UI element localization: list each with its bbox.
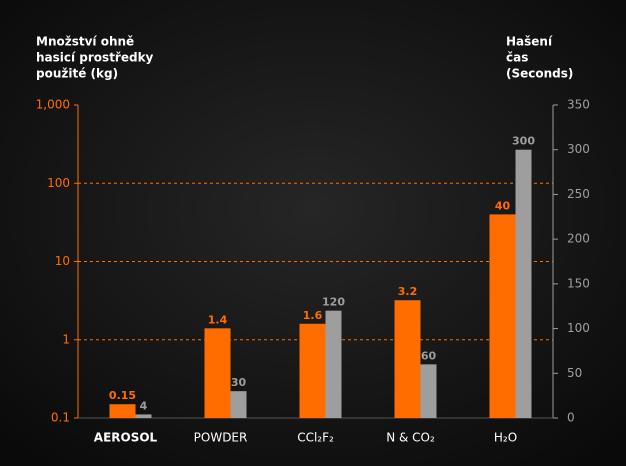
value-label: 60 <box>421 349 437 362</box>
bar <box>420 364 437 418</box>
bar <box>135 414 152 418</box>
x-tick-label: H₂O <box>494 431 517 445</box>
y2-tick-label: 50 <box>567 366 582 380</box>
bar <box>394 300 421 418</box>
y-axis-title: použité (kg) <box>36 67 118 81</box>
y2-tick-label: 200 <box>567 232 590 246</box>
y2-axis-title: čas <box>506 51 528 65</box>
y2-tick-label: 0 <box>567 411 575 425</box>
x-tick-label: CCl₂F₂ <box>297 431 334 445</box>
bar <box>515 149 532 418</box>
y2-tick-label: 100 <box>567 321 590 335</box>
y2-tick-label: 150 <box>567 276 590 290</box>
bar <box>299 323 326 418</box>
y2-tick-label: 350 <box>567 98 590 112</box>
value-label: 1.6 <box>303 309 323 322</box>
y-tick-label: 100 <box>47 176 70 190</box>
value-label: 40 <box>495 199 511 212</box>
bar <box>325 310 342 418</box>
value-label: 30 <box>231 376 247 389</box>
value-label: 300 <box>512 135 535 148</box>
value-label: 3.2 <box>398 285 418 298</box>
y-tick-label: 1,000 <box>36 98 70 112</box>
x-tick-label: POWDER <box>194 431 248 445</box>
y2-axis-title: Hašení <box>506 35 553 49</box>
y-axis-title: hasicí prostředky <box>36 51 154 65</box>
y-axis-title: Množství ohně <box>36 35 134 49</box>
value-label: 0.15 <box>109 389 136 402</box>
x-tick-label: N & CO₂ <box>386 431 435 445</box>
y2-tick-label: 300 <box>567 142 590 156</box>
y-tick-label: 0.1 <box>51 411 70 425</box>
value-label: 120 <box>322 296 345 309</box>
x-tick-label: AEROSOL <box>94 431 158 445</box>
bar <box>109 404 136 418</box>
value-label: 4 <box>140 399 148 412</box>
bar <box>230 391 247 418</box>
y2-axis-title: (Seconds) <box>506 67 573 81</box>
y2-tick-label: 250 <box>567 187 590 201</box>
y-tick-label: 1 <box>62 332 70 346</box>
value-label: 1.4 <box>208 313 228 326</box>
bar <box>204 328 231 418</box>
y-tick-label: 10 <box>55 254 70 268</box>
bar <box>489 214 516 418</box>
